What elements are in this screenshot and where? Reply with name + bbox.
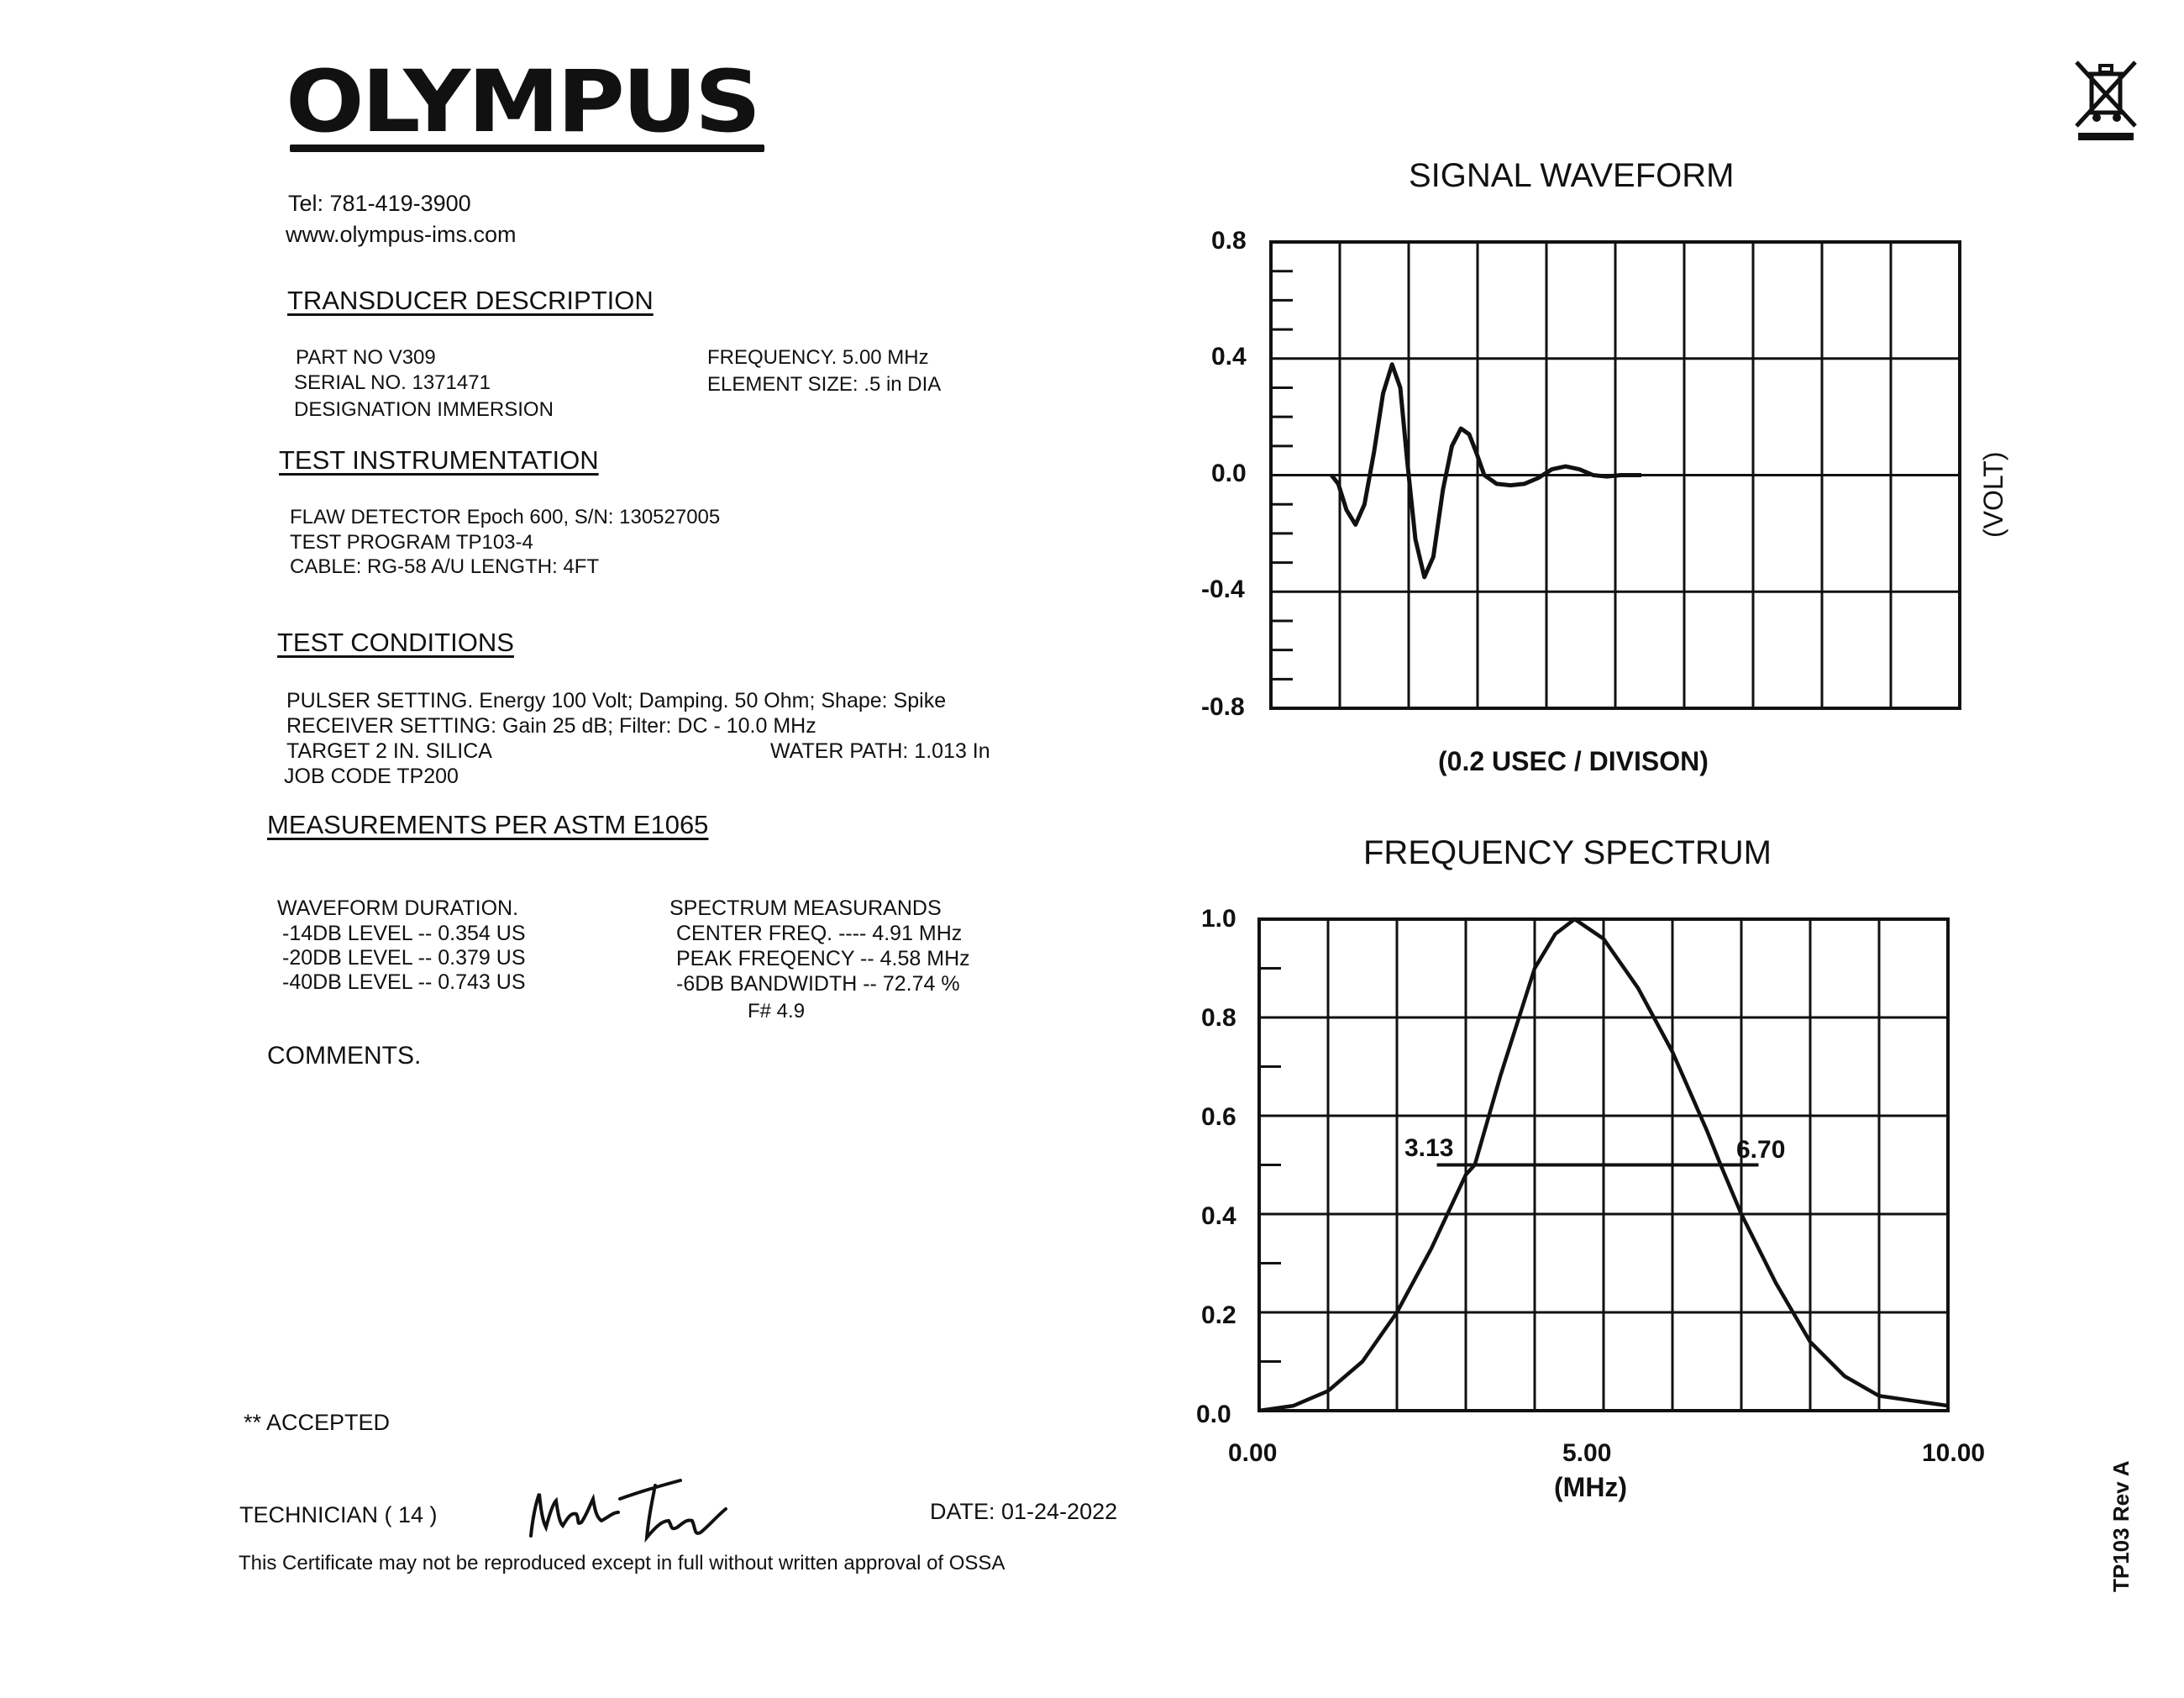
company-website: www.olympus-ims.com bbox=[286, 222, 517, 247]
waveform-ytick-3: -0.4 bbox=[1201, 576, 1245, 603]
waveform-duration-title: WAVEFORM DURATION. bbox=[277, 896, 519, 920]
water-path: WATER PATH: 1.013 In bbox=[770, 739, 990, 763]
spectrum-ytick-2: 0.6 bbox=[1201, 1103, 1236, 1131]
pulser-setting: PULSER SETTING. Energy 100 Volt; Damping… bbox=[286, 689, 947, 712]
element-size: ELEMENT SIZE: .5 in DIA bbox=[707, 373, 942, 396]
part-number: PART NO V309 bbox=[296, 346, 436, 369]
waveform-40db: -40DB LEVEL -- 0.743 US bbox=[282, 970, 526, 994]
date-field: DATE: 01-24-2022 bbox=[930, 1499, 1118, 1524]
job-code: JOB CODE TP200 bbox=[284, 765, 459, 788]
bandwidth-high-label: 6.70 bbox=[1736, 1136, 1786, 1164]
designation: DESIGNATION IMMERSION bbox=[294, 398, 554, 421]
spectrum-plot bbox=[1257, 917, 1950, 1413]
measurements-heading: MEASUREMENTS PER ASTM E1065 bbox=[267, 810, 709, 839]
center-frequency: CENTER FREQ. ---- 4.91 MHz bbox=[676, 922, 963, 945]
transducer-heading: TRANSDUCER DESCRIPTION bbox=[287, 286, 654, 315]
test-program: TEST PROGRAM TP103-4 bbox=[290, 531, 533, 554]
spectrum-xtick-1: 5.00 bbox=[1562, 1439, 1612, 1467]
accepted-status: ** ACCEPTED bbox=[244, 1410, 391, 1435]
frequency: FREQUENCY. 5.00 MHz bbox=[707, 346, 929, 369]
receiver-setting: RECEIVER SETTING: Gain 25 dB; Filter: DC… bbox=[286, 714, 816, 738]
spectrum-ytick-0: 1.0 bbox=[1201, 905, 1236, 933]
serial-number: SERIAL NO. 1371471 bbox=[294, 371, 491, 394]
waveform-chart-title: SIGNAL WAVEFORM bbox=[1409, 157, 1735, 194]
waveform-ytick-1: 0.4 bbox=[1211, 343, 1247, 371]
flaw-detector: FLAW DETECTOR Epoch 600, S/N: 130527005 bbox=[290, 506, 721, 528]
f-number: F# 4.9 bbox=[748, 1000, 806, 1022]
olympus-logo: OLYMPUS bbox=[286, 52, 761, 152]
spectrum-ytick-1: 0.8 bbox=[1201, 1004, 1236, 1032]
conditions-heading: TEST CONDITIONS bbox=[277, 628, 514, 657]
waveform-ytick-2: 0.0 bbox=[1211, 460, 1247, 487]
logo-underline bbox=[290, 145, 764, 152]
waveform-ylabel: (VOLT) bbox=[1978, 451, 2008, 538]
technician-signature bbox=[529, 1479, 727, 1543]
target: TARGET 2 IN. SILICA bbox=[286, 739, 492, 763]
spectrum-chart-title: FREQUENCY SPECTRUM bbox=[1363, 834, 1772, 871]
peak-frequency: PEAK FREQENCY -- 4.58 MHz bbox=[676, 947, 970, 970]
bandwidth: -6DB BANDWIDTH -- 72.74 % bbox=[676, 972, 960, 996]
spectrum-xtick-2: 10.00 bbox=[1922, 1439, 1986, 1467]
waveform-ytick-0: 0.8 bbox=[1211, 227, 1247, 255]
spectrum-measurands-title: SPECTRUM MEASURANDS bbox=[669, 896, 942, 920]
technician-label: TECHNICIAN ( 14 ) bbox=[239, 1502, 438, 1527]
spectrum-xlabel: (MHz) bbox=[1554, 1472, 1628, 1502]
weee-bin-icon bbox=[2075, 60, 2137, 140]
form-id: TP103 Rev A bbox=[2108, 1460, 2134, 1592]
cable: CABLE: RG-58 A/U LENGTH: 4FT bbox=[290, 555, 600, 578]
spectrum-xtick-0: 0.00 bbox=[1228, 1439, 1278, 1467]
waveform-14db: -14DB LEVEL -- 0.354 US bbox=[282, 922, 526, 945]
company-tel: Tel: 781-419-3900 bbox=[288, 191, 471, 216]
waveform-20db: -20DB LEVEL -- 0.379 US bbox=[282, 946, 526, 970]
spectrum-ytick-3: 0.4 bbox=[1201, 1202, 1236, 1230]
footer-disclaimer: This Certificate may not be reproduced e… bbox=[239, 1552, 1005, 1574]
spectrum-ytick-4: 0.2 bbox=[1201, 1301, 1236, 1329]
waveform-ytick-4: -0.8 bbox=[1201, 693, 1245, 721]
waveform-xlabel: (0.2 USEC / DIVISON) bbox=[1438, 746, 1709, 776]
spectrum-ytick-5: 0.0 bbox=[1196, 1401, 1231, 1428]
spectrum-series-line bbox=[1258, 917, 1949, 1413]
waveform-series-line bbox=[1330, 362, 1641, 580]
waveform-plot bbox=[1269, 240, 1961, 710]
instrumentation-heading: TEST INSTRUMENTATION bbox=[279, 445, 599, 475]
bandwidth-low-label: 3.13 bbox=[1404, 1134, 1454, 1162]
comments-label: COMMENTS. bbox=[267, 1042, 422, 1070]
